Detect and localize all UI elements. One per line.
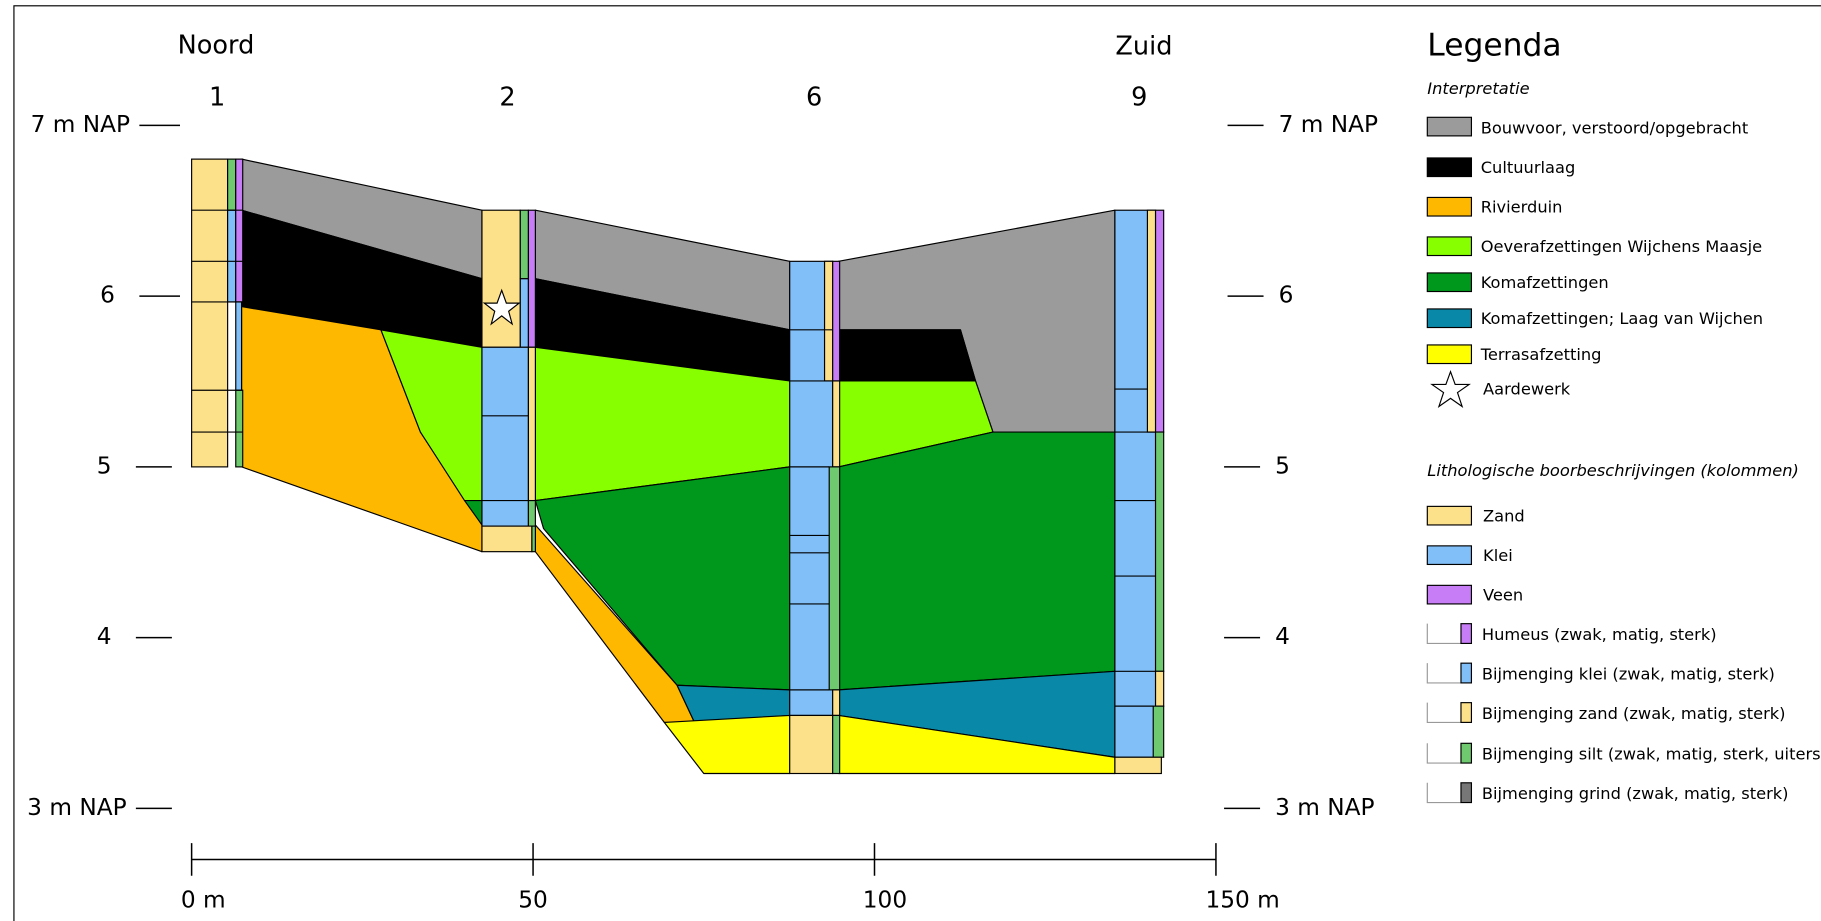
swatch-box <box>1427 624 1461 803</box>
silt <box>236 390 243 467</box>
legend-item: Komafzettingen; Laag van Wijchen <box>1481 309 1763 328</box>
body: Noord Zuid 1 2 6 9 7 m NAP 6 5 4 3 m NAP… <box>0 0 1821 921</box>
silt <box>520 210 528 279</box>
layer-terras <box>664 715 789 773</box>
legend-item: Veen <box>1483 585 1523 604</box>
silt <box>1156 432 1164 671</box>
swatch-star <box>1432 372 1469 407</box>
silt <box>532 526 535 552</box>
legend-item: Bijmenging grind (zwak, matig, sterk) <box>1482 784 1789 803</box>
depth-label: 4 <box>97 623 112 650</box>
depth-label: 6 <box>100 282 115 309</box>
depth-label: 5 <box>97 452 112 479</box>
zand <box>1115 757 1161 773</box>
legend-item: Aardewerk <box>1483 380 1571 399</box>
layer-kom <box>838 432 1114 690</box>
cross-section: Noord Zuid 1 2 6 9 7 m NAP 6 5 4 3 m NAP… <box>0 0 1821 921</box>
depth-label: 7 m NAP <box>1279 111 1378 138</box>
depth-label: 7 m NAP <box>31 111 130 138</box>
zand <box>1147 210 1155 432</box>
swatch <box>1461 663 1471 683</box>
legend-item: Zand <box>1483 506 1525 525</box>
legend-item: Bouwvoor, verstoord/opgebracht <box>1481 118 1749 137</box>
swatch <box>1461 624 1471 644</box>
legend-item: Komafzettingen <box>1481 273 1609 292</box>
distance-label: 0 m <box>181 887 226 914</box>
legend: Legenda Interpretatie Bouwvoor, verstoor… <box>1427 27 1821 802</box>
silt <box>228 159 236 210</box>
swatch <box>1427 506 1471 525</box>
silt <box>833 715 840 773</box>
klei <box>236 302 242 390</box>
zand <box>482 210 520 347</box>
legend-title: Legenda <box>1427 27 1561 63</box>
swatch <box>1461 783 1471 803</box>
zand <box>825 261 833 381</box>
veen <box>528 210 535 347</box>
distance-label: 100 <box>863 887 907 914</box>
swatch <box>1427 546 1471 565</box>
zand <box>482 526 532 552</box>
zand <box>790 715 833 773</box>
swatch <box>1461 703 1471 723</box>
klei <box>520 279 528 348</box>
silt <box>1153 706 1163 757</box>
layers <box>242 159 1115 773</box>
swatch <box>1427 237 1471 256</box>
south-label: Zuid <box>1115 32 1172 62</box>
legend-item: Rivierduin <box>1481 197 1563 216</box>
zand <box>192 159 228 467</box>
column-label: 9 <box>1131 83 1147 113</box>
mix-swatches <box>1427 624 1471 803</box>
legend-item: Cultuurlaag <box>1481 158 1576 177</box>
column-label: 6 <box>806 83 822 113</box>
zand <box>1156 671 1164 706</box>
column-label: 1 <box>209 83 225 113</box>
layer-cultuurlaag <box>838 330 975 381</box>
swatch <box>1427 197 1471 216</box>
north-label: Noord <box>178 30 255 60</box>
page: Doorsnede {"header": {"north": "Noord", … <box>0 0 1821 921</box>
distance-label: 150 m <box>1205 887 1279 914</box>
legend-item: Oeverafzettingen Wijchens Maasje <box>1481 237 1762 256</box>
zand <box>833 381 840 467</box>
veen <box>1156 210 1164 432</box>
depth-label: 3 m NAP <box>27 794 126 821</box>
depth-label: 3 m NAP <box>1275 794 1374 821</box>
zand <box>833 690 840 716</box>
distance-label: 50 <box>518 887 548 914</box>
swatch <box>1427 585 1471 604</box>
veen <box>236 159 243 302</box>
depth-label: 6 <box>1279 282 1294 309</box>
legend-item: Bijmenging klei (zwak, matig, sterk) <box>1482 664 1775 683</box>
legend-item: Humeus (zwak, matig, sterk) <box>1482 625 1717 644</box>
legend-item: Bijmenging zand (zwak, matig, sterk) <box>1482 704 1786 723</box>
column-label: 2 <box>499 83 515 113</box>
legend-item: Terrasafzetting <box>1480 345 1602 364</box>
legend-heading: Lithologische boorbeschrijvingen (kolomm… <box>1427 461 1799 480</box>
depth-label: 5 <box>1275 452 1290 479</box>
legend-heading: Interpretatie <box>1427 79 1529 98</box>
swatch <box>1427 309 1471 328</box>
swatch <box>1461 743 1471 763</box>
swatch <box>1427 117 1471 136</box>
distance-scale <box>192 843 1216 876</box>
legend-item: Bijmenging silt (zwak, matig, sterk, uit… <box>1482 744 1821 763</box>
klei <box>228 210 236 302</box>
swatch <box>1427 273 1471 292</box>
swatch <box>1427 345 1471 364</box>
silt <box>829 467 839 690</box>
swatch <box>1427 158 1471 177</box>
legend-item: Klei <box>1483 546 1513 565</box>
depth-label: 4 <box>1275 623 1290 650</box>
klei <box>482 347 528 526</box>
zand <box>528 347 535 500</box>
silt <box>528 501 535 527</box>
veen <box>833 261 840 381</box>
